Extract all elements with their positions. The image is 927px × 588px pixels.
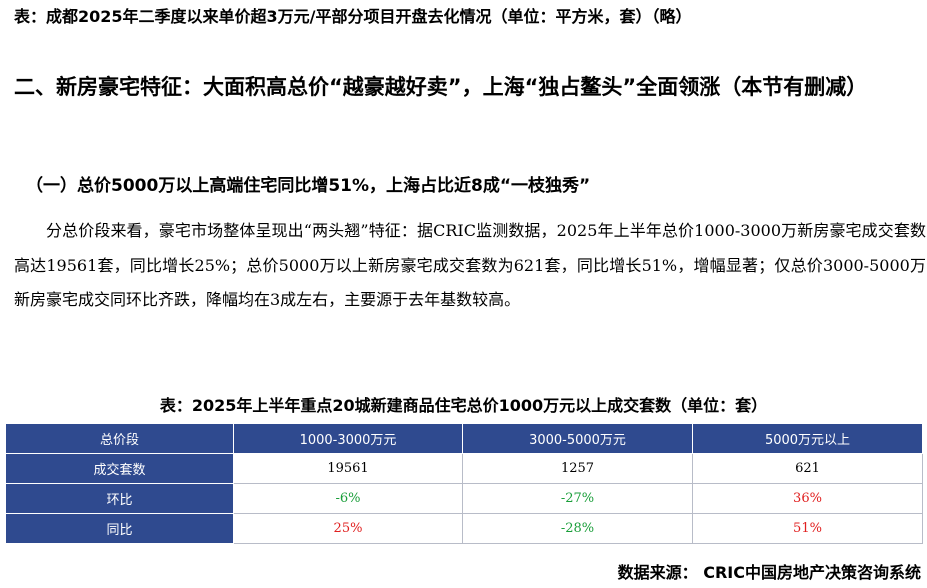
price-band-table: 总价段 1000-3000万元 3000-5000万元 5000万元以上 成交套…: [5, 423, 923, 544]
table-header-cell: 3000-5000万元: [462, 423, 693, 454]
table-cell: 1257: [462, 453, 693, 484]
table-header-row: 总价段 1000-3000万元 3000-5000万元 5000万元以上: [5, 423, 923, 454]
table-cell: 621: [692, 453, 923, 484]
table-cell: 19561: [233, 453, 463, 484]
table-row: 环比 -6% -27% 36%: [5, 483, 923, 514]
table-header-cell: 1000-3000万元: [233, 423, 463, 454]
table-caption: 表：2025年上半年重点20城新建商品住宅总价1000万元以上成交套数（单位：套…: [159, 396, 768, 415]
table-row: 成交套数 19561 1257 621: [5, 453, 923, 484]
row-label: 同比: [5, 513, 234, 544]
section-title: 二、新房豪宅特征：大面积高总价“越豪越好卖”，上海“独占鳌头”全面领涨（本节有删…: [14, 75, 868, 99]
body-paragraph: 分总价段来看，豪宅市场整体呈现出“两头翘”特征：据CRIC监测数据，2025年上…: [14, 221, 926, 309]
table-header-cell: 总价段: [5, 423, 234, 454]
row-label: 环比: [5, 483, 234, 514]
data-source: 数据来源： CRIC中国房地产决策咨询系统: [617, 563, 921, 582]
table-cell: -28%: [462, 513, 693, 544]
table-header-cell: 5000万元以上: [692, 423, 923, 454]
row-label: 成交套数: [5, 453, 234, 484]
table-cell: -27%: [462, 483, 693, 514]
top-table-caption: 表：成都2025年二季度以来单价超3万元/平部分项目开盘去化情况（单位：平方米，…: [14, 7, 692, 26]
table-cell: 36%: [692, 483, 923, 514]
subsection-title: （一）总价5000万以上高端住宅同比增51%，上海占比近8成“一枝独秀”: [26, 176, 591, 196]
table-cell: -6%: [233, 483, 463, 514]
table-cell: 51%: [692, 513, 923, 544]
table-row: 同比 25% -28% 51%: [5, 513, 923, 544]
table-cell: 25%: [233, 513, 463, 544]
